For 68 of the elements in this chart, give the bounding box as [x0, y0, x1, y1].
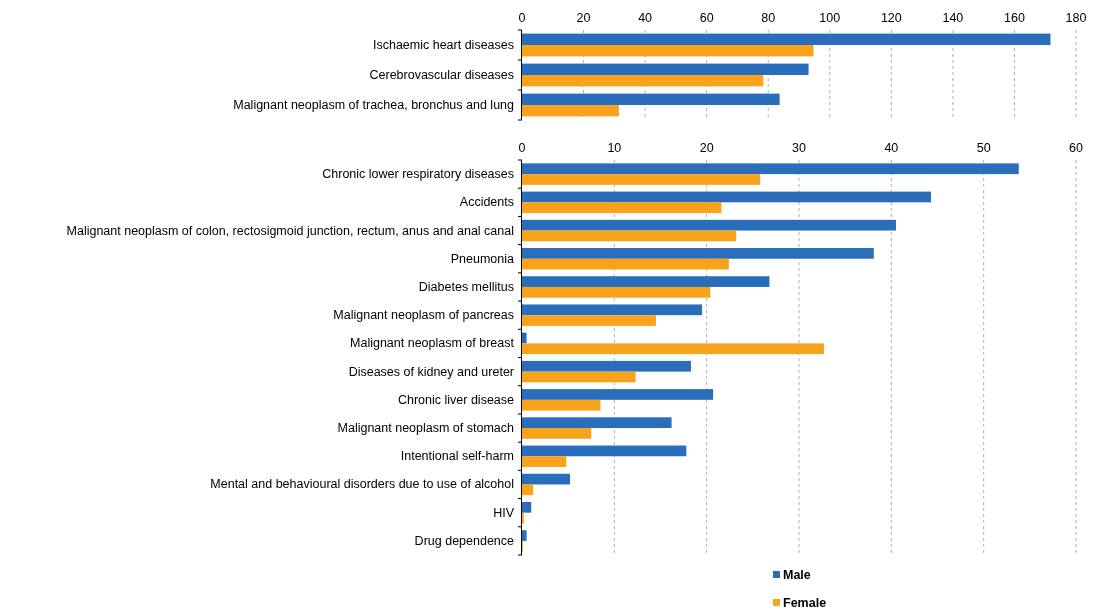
legend-label: Male [783, 568, 811, 582]
x-tick-label: 60 [1069, 141, 1083, 155]
x-tick-label: 0 [518, 11, 526, 25]
bar [522, 286, 711, 298]
y-tick-label: Malignant neoplasm of colon, rectosigmoid junction, rectum, anus and anal canal [66, 223, 514, 238]
bar [522, 276, 770, 287]
y-tick-label: Drug dependence [414, 533, 515, 548]
bar [522, 63, 809, 75]
bar [522, 248, 874, 259]
y-tick-label: HIV [493, 505, 515, 520]
y-tick-label: Intentional self-harm [400, 449, 514, 464]
bar [522, 105, 619, 117]
y-tick-label: Diseases of kidney and ureter [348, 364, 514, 379]
x-tick-label: 40 [638, 11, 653, 25]
x-tick-label: 60 [699, 11, 714, 25]
bar [522, 445, 687, 457]
x-tick-label: 30 [792, 141, 806, 155]
y-tick-label: Malignant neoplasm of pancreas [333, 308, 514, 323]
x-tick-label: 10 [607, 141, 622, 155]
bar [522, 315, 656, 326]
x-tick-label: 0 [518, 141, 526, 155]
x-tick-label: 120 [880, 11, 902, 25]
x-tick-label: 160 [1004, 11, 1025, 25]
bar [522, 75, 764, 87]
y-tick-label: Diabetes mellitus [418, 279, 514, 294]
x-tick-label: 140 [942, 11, 964, 25]
y-tick-label: Mental and behavioural disorders due to use of alcohol [210, 477, 514, 492]
x-tick-label: 100 [819, 11, 841, 25]
bar [522, 399, 601, 411]
x-tick-label: 80 [761, 11, 776, 25]
bar [522, 428, 592, 439]
bar [522, 389, 714, 400]
bar [522, 33, 1051, 45]
x-tick-label: 40 [884, 141, 899, 155]
bar [522, 191, 932, 203]
bar [522, 371, 636, 383]
bar [522, 202, 722, 214]
bar [522, 45, 814, 57]
y-tick-label: Malignant neoplasm of breast [350, 336, 515, 351]
y-tick-label: Accidents [459, 195, 514, 210]
y-tick-label: Cerebrovascular diseases [369, 68, 514, 82]
bar [522, 456, 567, 467]
bar [522, 230, 737, 242]
bar [522, 530, 527, 541]
bar [522, 501, 532, 513]
y-tick-label: Malignant neoplasm of trachea, bronchus and lung [233, 98, 515, 112]
bar [522, 417, 672, 429]
y-tick-label: Pneumonia [450, 251, 515, 266]
legend-label: Female [783, 596, 827, 610]
bar [522, 332, 527, 344]
bar [522, 473, 571, 485]
bar [522, 174, 761, 185]
bar [522, 360, 691, 372]
bar [522, 219, 896, 231]
x-tick-label: 20 [576, 11, 591, 25]
x-tick-label: 50 [976, 141, 991, 155]
y-tick-label: Malignant neoplasm of stomach [337, 421, 515, 436]
bar [522, 484, 534, 496]
bar [522, 304, 703, 316]
x-tick-label: 20 [699, 141, 714, 155]
bar [522, 343, 824, 355]
bar [522, 93, 780, 105]
bar [522, 258, 729, 270]
y-tick-label: Chronic liver disease [397, 392, 515, 407]
x-tick-label: 180 [1065, 11, 1087, 25]
y-tick-label: Chronic lower respiratory diseases [322, 167, 514, 182]
y-tick-label: Ischaemic heart diseases [372, 38, 514, 52]
bar [522, 163, 1019, 175]
